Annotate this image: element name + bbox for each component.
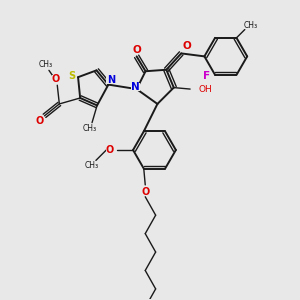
Text: CH₃: CH₃	[82, 124, 97, 133]
FancyBboxPatch shape	[131, 82, 140, 91]
FancyBboxPatch shape	[106, 76, 115, 84]
FancyBboxPatch shape	[106, 146, 114, 154]
FancyBboxPatch shape	[67, 72, 76, 80]
Text: F: F	[203, 71, 210, 81]
Text: S: S	[68, 71, 75, 81]
FancyBboxPatch shape	[182, 42, 191, 50]
Text: CH₃: CH₃	[84, 161, 98, 170]
Text: O: O	[182, 41, 191, 51]
Text: O: O	[36, 116, 44, 126]
FancyBboxPatch shape	[52, 75, 60, 83]
FancyBboxPatch shape	[192, 85, 205, 93]
Text: OH: OH	[198, 85, 212, 94]
FancyBboxPatch shape	[38, 61, 54, 68]
FancyBboxPatch shape	[141, 188, 149, 196]
FancyBboxPatch shape	[82, 125, 98, 132]
FancyBboxPatch shape	[202, 73, 211, 80]
FancyBboxPatch shape	[83, 162, 100, 169]
FancyBboxPatch shape	[132, 46, 141, 54]
Text: O: O	[52, 74, 60, 84]
Text: CH₃: CH₃	[244, 21, 258, 30]
FancyBboxPatch shape	[36, 117, 44, 125]
FancyBboxPatch shape	[243, 22, 259, 29]
Text: O: O	[132, 45, 141, 55]
Text: N: N	[131, 82, 140, 92]
Text: N: N	[107, 75, 115, 85]
Text: O: O	[141, 187, 149, 197]
Text: O: O	[106, 145, 114, 155]
Text: CH₃: CH₃	[39, 60, 53, 69]
